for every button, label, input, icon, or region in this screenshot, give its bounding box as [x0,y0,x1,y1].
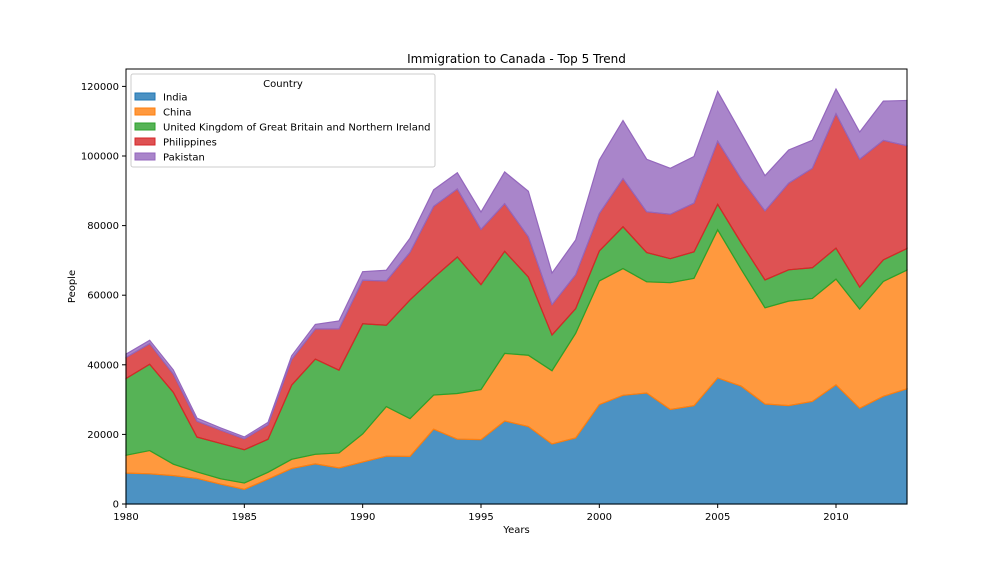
y-axis-label: People [67,270,78,303]
x-tick-label: 2000 [587,512,612,523]
y-tick-label: 80000 [87,221,119,232]
legend-swatch-philippines [134,137,156,146]
legend-label-united-kingdom-of-great-britain-and-northern-ireland: United Kingdom of Great Britain and Nort… [163,123,431,134]
legend-label-china: China [163,108,192,119]
x-tick-label: 1990 [350,512,375,523]
y-tick-label: 120000 [81,82,119,93]
y-tick-label: 40000 [87,360,119,371]
legend-box [130,73,436,168]
legend-label-philippines: Philippines [163,138,217,149]
x-axis-label: Years [502,525,529,536]
x-tick-label: 1985 [232,512,257,523]
legend-label-pakistan: Pakistan [163,153,205,164]
legend-label-india: India [163,93,188,104]
legend-swatch-china [134,107,156,116]
x-tick-label: 1995 [468,512,493,523]
legend-items: India China United Kingdom of Great Britai… [134,92,431,164]
legend: Country India China United Kingdom of Grea… [130,73,436,168]
plot-frame [125,68,908,505]
legend-swatch-india [134,92,156,101]
x-tick-label: 1980 [113,512,138,523]
areas-layer [125,87,908,505]
y-tick-label: 20000 [87,430,119,441]
chart-title: Immigration to Canada - Top 5 Trend [407,52,626,66]
y-tick-label: 60000 [87,291,119,302]
legend-swatch-pakistan [134,152,156,161]
x-tick-label: 2010 [823,512,848,523]
y-tick-label: 0 [113,500,119,511]
y-tick-label: 100000 [81,152,119,163]
axis-layer: 1980 1985 1990 1995 2000 2005 2010 0 20000 40000 6… [81,82,849,523]
legend-title: Country [263,79,303,90]
legend-swatch-united-kingdom-of-great-britain-and-northern-ireland [134,122,156,131]
x-tick-label: 2005 [705,512,730,523]
